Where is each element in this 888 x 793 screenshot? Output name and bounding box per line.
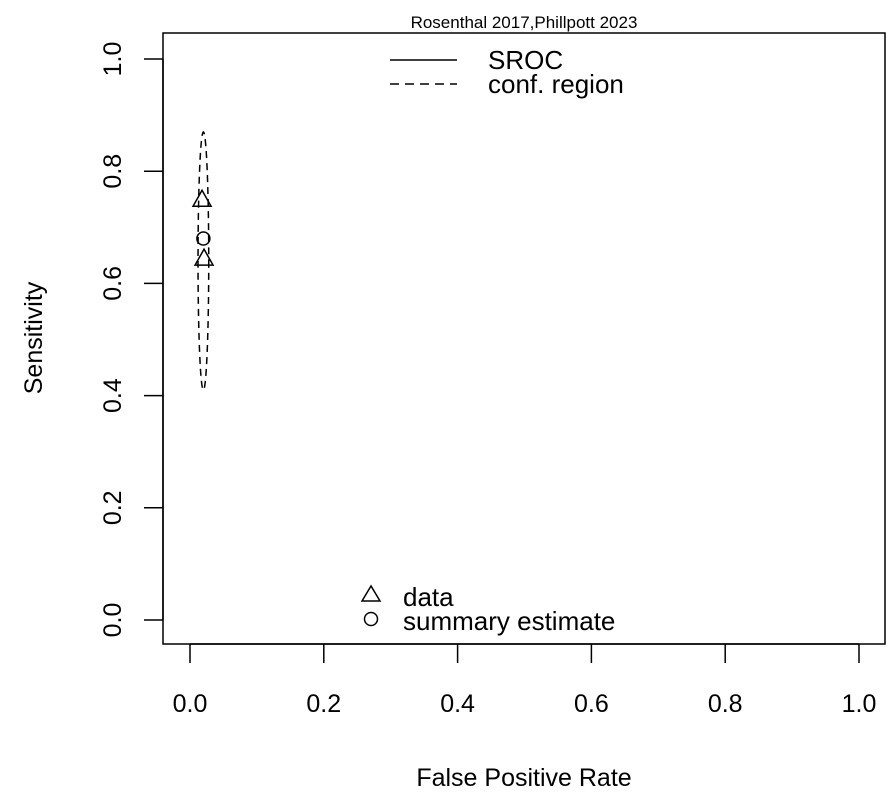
legend-data-swatch	[360, 584, 382, 602]
y-tick-label: 0.4	[99, 378, 127, 413]
legend-summary-estimate-label: summary estimate	[403, 606, 615, 636]
confidence-region-ellipse	[197, 131, 210, 391]
y-tick-label: 1.0	[99, 42, 127, 77]
y-tick-label: 0.6	[99, 266, 127, 301]
data-point-triangle	[191, 188, 213, 207]
y-axis-label: Sensitivity	[20, 281, 48, 394]
x-tick-label: 0.2	[306, 690, 341, 718]
confidence-region	[197, 131, 210, 391]
x-tick-label: 0.0	[173, 690, 208, 718]
y-tick-label: 0.0	[99, 603, 127, 638]
chart-title: Rosenthal 2017,Phillpott 2023	[411, 13, 638, 32]
plot-frame	[162, 32, 886, 645]
x-tick-label: 0.8	[708, 690, 743, 718]
x-tick-label: 1.0	[842, 690, 877, 718]
summary-estimate-point	[196, 231, 211, 246]
y-axis: 0.0 0.2 0.4 0.6 0.8 1.0	[99, 42, 164, 638]
data-point-triangle	[193, 247, 215, 266]
x-axis-label: False Positive Rate	[416, 764, 631, 792]
legend-summary-estimate-swatch	[363, 611, 379, 627]
legend-data-label: data	[403, 582, 454, 612]
legend-conf-region-label: conf. region	[488, 69, 624, 99]
y-tick-label: 0.8	[99, 154, 127, 189]
legend-markers: data summary estimate	[360, 582, 615, 636]
x-tick-label: 0.6	[574, 690, 609, 718]
data-points	[191, 188, 215, 266]
legend-lines: SROC conf. region	[390, 45, 624, 99]
x-axis: 0.0 0.2 0.4 0.6 0.8 1.0	[173, 643, 877, 718]
legend-sroc-label: SROC	[488, 45, 563, 75]
x-tick-label: 0.4	[440, 690, 475, 718]
y-tick-label: 0.2	[99, 490, 127, 525]
